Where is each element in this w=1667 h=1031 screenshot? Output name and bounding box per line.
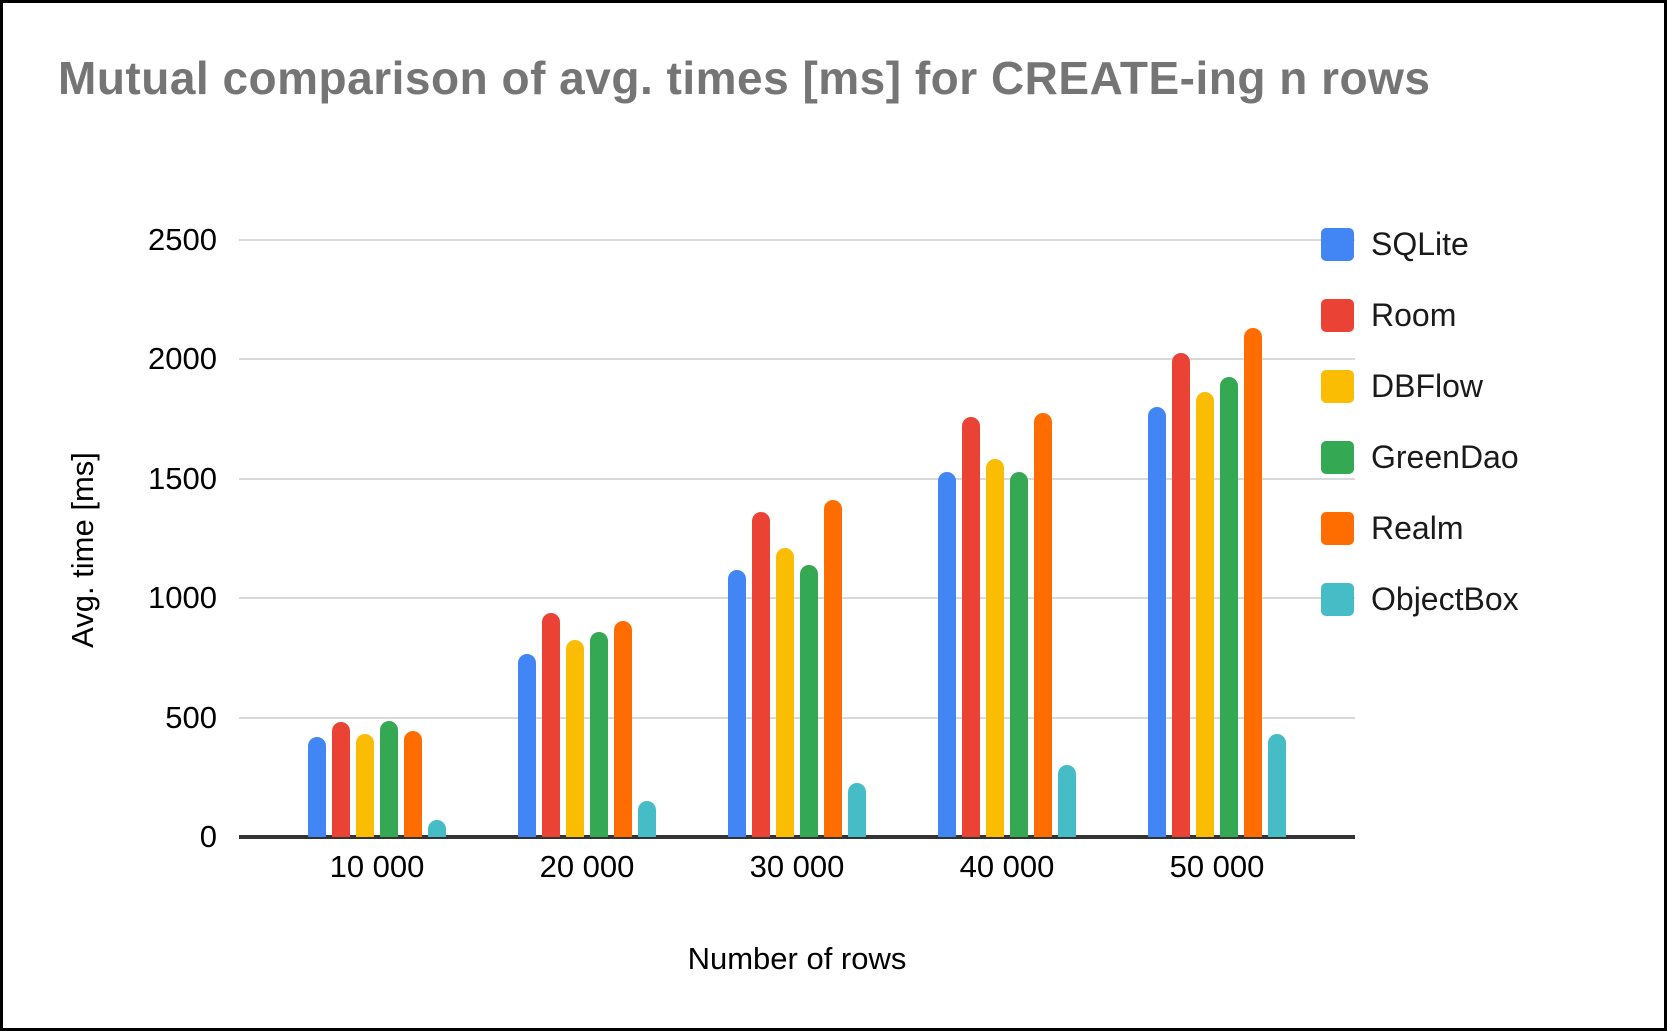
legend-label: GreenDao bbox=[1371, 439, 1519, 475]
bar-realm-20000 bbox=[614, 620, 632, 837]
bar-objectbox-20000 bbox=[638, 801, 656, 837]
y-tick-label-1000: 1000 bbox=[148, 580, 217, 616]
y-tick-label-1500: 1500 bbox=[148, 460, 217, 496]
bar-objectbox-30000 bbox=[848, 783, 866, 837]
bar-greendao-20000 bbox=[590, 631, 608, 837]
x-tick-label-30000: 30 000 bbox=[749, 849, 845, 884]
bar-greendao-30000 bbox=[800, 564, 818, 837]
legend-swatch-icon bbox=[1321, 299, 1354, 332]
x-tick-label-50000: 50 000 bbox=[1169, 849, 1265, 884]
legend-swatch-icon bbox=[1321, 370, 1354, 403]
bar-room-40000 bbox=[962, 416, 980, 837]
gridline-500 bbox=[239, 716, 1355, 719]
bar-group-40000 bbox=[902, 240, 1112, 837]
bar-sqlite-30000 bbox=[728, 569, 746, 837]
bar-dbflow-20000 bbox=[566, 640, 584, 837]
chart-title: Mutual comparison of avg. times [ms] for… bbox=[58, 52, 1431, 104]
gridline-2500 bbox=[239, 239, 1355, 241]
bar-room-20000 bbox=[542, 612, 560, 837]
bar-greendao-50000 bbox=[1220, 377, 1238, 837]
legend-label: SQLite bbox=[1371, 226, 1469, 262]
y-tick-label-0: 0 bbox=[199, 819, 217, 854]
bar-sqlite-20000 bbox=[518, 654, 536, 837]
bar-room-30000 bbox=[752, 512, 770, 837]
legend-swatch-icon bbox=[1321, 583, 1354, 616]
y-tick-label-500: 500 bbox=[165, 699, 217, 735]
x-tick-label-10000: 10 000 bbox=[329, 849, 425, 884]
legend-label: Room bbox=[1371, 297, 1457, 333]
legend-item-dbflow: DBFlow bbox=[1321, 368, 1519, 405]
bars-region bbox=[272, 240, 1322, 837]
legend-label: DBFlow bbox=[1371, 368, 1484, 404]
y-axis-tick-labels: 0 500 1000 1500 2000 2500 bbox=[3, 222, 217, 854]
bar-group-20000 bbox=[482, 240, 692, 837]
bar-dbflow-50000 bbox=[1196, 391, 1214, 837]
gridline-1000 bbox=[239, 597, 1355, 600]
y-tick-label-2000: 2000 bbox=[148, 341, 217, 377]
bar-objectbox-10000 bbox=[428, 820, 446, 837]
bar-realm-50000 bbox=[1244, 328, 1262, 837]
legend-item-realm: Realm bbox=[1321, 510, 1519, 547]
legend-item-objectbox: ObjectBox bbox=[1321, 581, 1519, 618]
x-axis-tick-labels: 10 000 20 000 30 000 40 000 50 000 bbox=[272, 849, 1322, 885]
bar-room-10000 bbox=[332, 722, 350, 837]
legend: SQLite Room DBFlow GreenDao Realm ObjectBox bbox=[1321, 226, 1519, 618]
x-axis-baseline bbox=[239, 835, 1355, 839]
bar-objectbox-50000 bbox=[1268, 733, 1286, 837]
bar-sqlite-50000 bbox=[1148, 407, 1166, 837]
x-tick-label-40000: 40 000 bbox=[959, 849, 1055, 884]
bar-objectbox-40000 bbox=[1058, 765, 1076, 837]
x-axis-title: Number of rows bbox=[687, 941, 907, 976]
plot-area bbox=[239, 239, 1355, 839]
y-tick-label-2500: 2500 bbox=[148, 222, 217, 257]
legend-item-greendao: GreenDao bbox=[1321, 439, 1519, 476]
legend-swatch-icon bbox=[1321, 441, 1354, 474]
bar-group-50000 bbox=[1112, 240, 1322, 837]
legend-swatch-icon bbox=[1321, 228, 1354, 261]
legend-item-sqlite: SQLite bbox=[1321, 226, 1519, 263]
bar-greendao-10000 bbox=[380, 721, 398, 837]
bar-realm-30000 bbox=[824, 500, 842, 837]
bar-realm-40000 bbox=[1034, 413, 1052, 837]
bar-sqlite-10000 bbox=[308, 736, 326, 837]
x-tick-label-20000: 20 000 bbox=[539, 849, 635, 884]
bar-dbflow-40000 bbox=[986, 458, 1004, 837]
bar-greendao-40000 bbox=[1010, 471, 1028, 837]
gridline-1500 bbox=[239, 477, 1355, 480]
bar-dbflow-30000 bbox=[776, 548, 794, 837]
legend-label: Realm bbox=[1371, 510, 1464, 546]
bar-group-30000 bbox=[692, 240, 902, 837]
legend-label: ObjectBox bbox=[1371, 581, 1519, 617]
gridline-2000 bbox=[239, 358, 1355, 361]
legend-item-room: Room bbox=[1321, 297, 1519, 334]
bar-realm-10000 bbox=[404, 730, 422, 837]
bar-sqlite-40000 bbox=[938, 471, 956, 837]
bar-dbflow-10000 bbox=[356, 734, 374, 837]
bar-room-50000 bbox=[1172, 353, 1190, 837]
legend-swatch-icon bbox=[1321, 512, 1354, 545]
bar-group-10000 bbox=[272, 240, 482, 837]
